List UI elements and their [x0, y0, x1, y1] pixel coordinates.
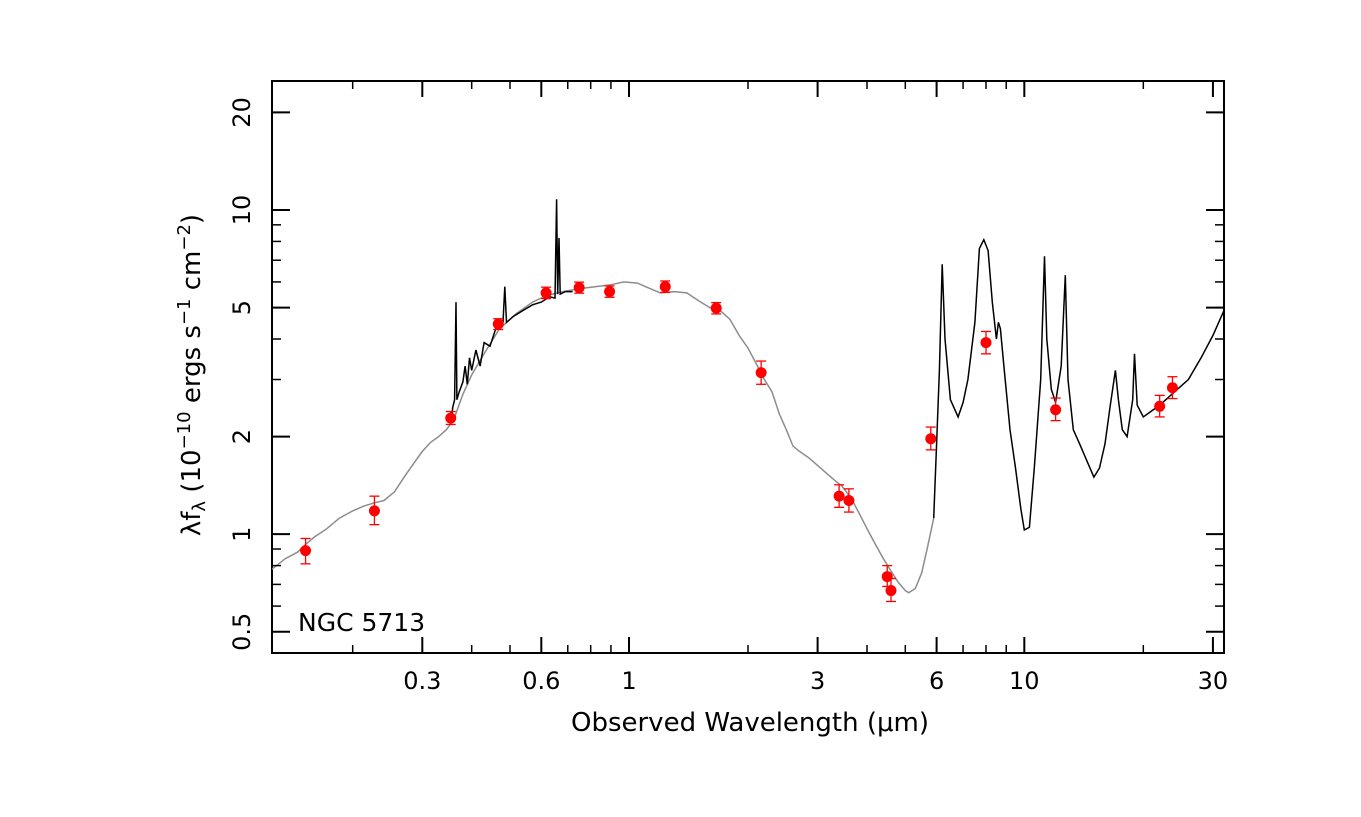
model-sed-line: [272, 281, 935, 594]
x-tick-label: 30: [1198, 667, 1229, 695]
photometry-points: [300, 280, 1178, 603]
data-point: [980, 337, 992, 349]
galaxy-label: NGC 5713: [298, 608, 425, 637]
data-point: [368, 505, 380, 517]
x-axis-ticks: 0.3 0.6 1 3 6 10 30: [351, 81, 1229, 695]
x-axis-title: Observed Wavelength (μm): [571, 708, 929, 738]
observed-spectrum: [450, 199, 1224, 532]
data-point: [1050, 404, 1062, 416]
model-curve: [272, 281, 935, 594]
data-point: [573, 282, 585, 294]
y-tick-label: 5: [228, 300, 256, 315]
data-point: [833, 490, 845, 502]
x-tick-label: 3: [810, 667, 825, 695]
data-point: [755, 367, 767, 379]
data-point: [300, 545, 312, 557]
observed-spectrum-line: [450, 199, 573, 424]
plot-area: 0.3 0.6 1 3 6 10 30 0.5 1 2 5 10 20: [228, 80, 1229, 695]
data-point: [604, 286, 616, 298]
y-axis-title: λfλ (10−10 ergs s−1 cm−2): [174, 214, 211, 536]
data-point: [843, 495, 855, 507]
data-point: [659, 281, 671, 293]
data-point: [885, 585, 897, 597]
x-tick-label: 0.3: [403, 667, 441, 695]
data-point: [881, 571, 893, 583]
data-point: [540, 287, 552, 299]
observed-spectrum-line: [932, 237, 1224, 532]
y-tick-label: 20: [228, 97, 256, 128]
plot-frame: [271, 80, 1225, 654]
y-tick-label: 2: [228, 429, 256, 444]
data-point: [445, 412, 457, 424]
y-tick-label: 10: [228, 195, 256, 226]
x-tick-label: 0.6: [522, 667, 560, 695]
x-tick-label: 1: [621, 667, 636, 695]
y-axis-ticks: 0.5 1 2 5 10 20: [228, 97, 1224, 651]
x-tick-label: 6: [929, 667, 944, 695]
y-tick-label: 1: [228, 527, 256, 542]
data-point: [925, 433, 937, 445]
data-point: [1166, 382, 1178, 394]
data-point: [492, 318, 504, 330]
data-point: [1154, 400, 1166, 412]
y-tick-label: 0.5: [228, 613, 256, 651]
data-point: [710, 302, 722, 314]
x-tick-label: 10: [1009, 667, 1040, 695]
